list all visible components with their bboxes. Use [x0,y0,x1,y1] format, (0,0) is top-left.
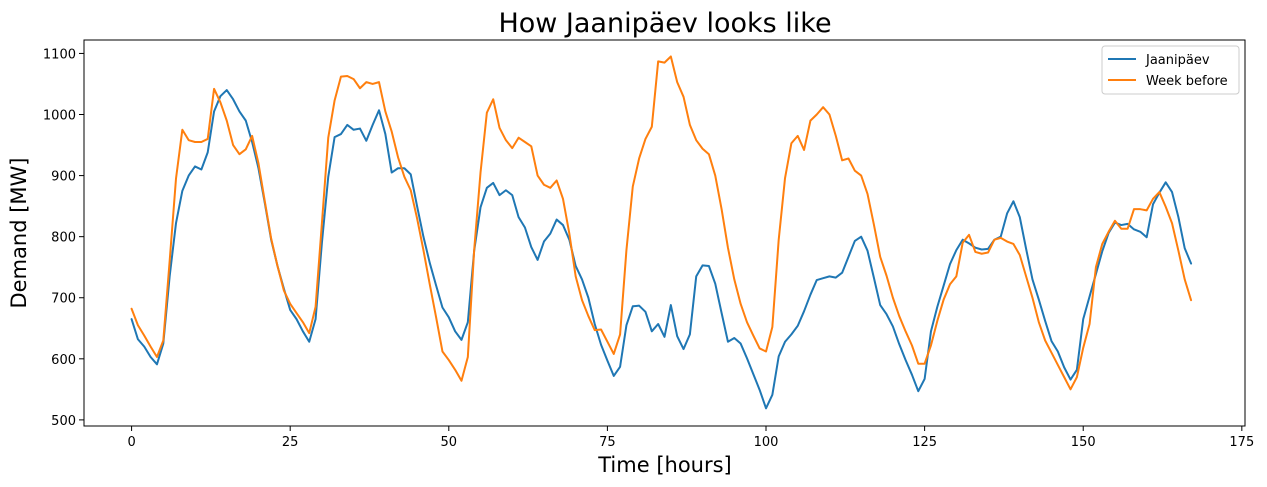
x-axis-label: Time [hours] [597,453,732,477]
plot-lines [130,55,1193,410]
x-tick-label: 125 [912,435,937,450]
plot-frame [83,39,1246,427]
y-tick-label: 700 [51,292,76,307]
x-tick-label: 100 [754,435,779,450]
x-tick-label: 25 [282,435,299,450]
x-tick-label: 0 [127,435,135,450]
y-tick-label: 900 [51,170,76,185]
series-line-week-before [130,55,1193,391]
x-axis: 0 25 50 75 100 125 150 175 [127,426,1254,450]
legend: Jaanipäev Week before [1101,45,1240,95]
legend-label-jaanipaev: Jaanipäev [1145,53,1210,68]
y-tick-label: 1100 [43,47,76,62]
y-tick-label: 500 [51,414,76,429]
chart-title: How Jaanipäev looks like [498,8,831,39]
x-tick-label: 50 [441,435,458,450]
y-tick-label: 600 [51,353,76,368]
y-tick-label: 800 [51,231,76,246]
y-axis-label: Demand [MW] [7,158,31,309]
series-line-jaanip-ev [130,89,1193,410]
x-tick-label: 75 [599,435,616,450]
legend-box [1101,45,1240,95]
x-tick-label: 175 [1229,435,1254,450]
y-tick-label: 1000 [43,109,76,124]
legend-label-week-before: Week before [1146,74,1228,89]
y-axis: 500 600 700 800 900 1000 1100 [43,47,84,429]
x-tick-label: 150 [1071,435,1096,450]
